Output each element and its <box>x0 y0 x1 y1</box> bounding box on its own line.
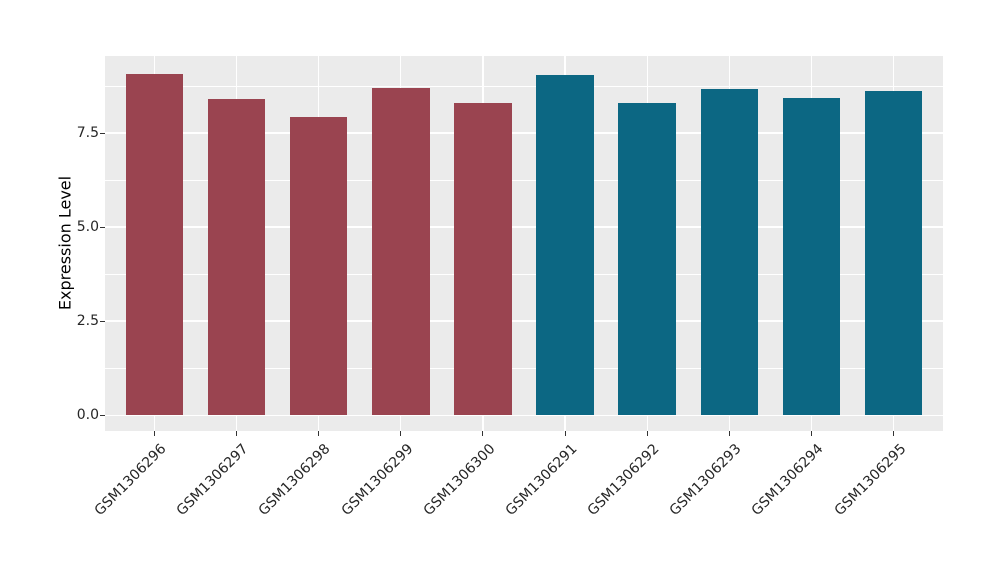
y-minor-gridline <box>105 85 943 87</box>
x-tick-label-GSM1306294: GSM1306294 <box>748 441 827 519</box>
x-tick-mark <box>728 431 730 436</box>
x-tick-mark <box>564 431 566 436</box>
y-major-gridline <box>105 414 943 416</box>
y-major-gridline <box>105 132 943 134</box>
y-tick-label: 7.5 <box>76 125 99 142</box>
x-tick-label-GSM1306292: GSM1306292 <box>584 441 663 519</box>
x-tick-mark <box>318 431 320 436</box>
bar-GSM1306291 <box>536 75 594 416</box>
y-tick-label: 5.0 <box>76 219 99 236</box>
bar-GSM1306294 <box>782 98 841 416</box>
x-tick-mark <box>482 431 484 436</box>
x-tick-mark <box>400 431 402 436</box>
y-minor-gridline <box>105 367 943 369</box>
x-tick-mark <box>646 431 648 436</box>
bar-GSM1306299 <box>372 87 430 416</box>
x-tick-label-GSM1306291: GSM1306291 <box>502 441 581 519</box>
x-tick-label-GSM1306300: GSM1306300 <box>420 441 499 519</box>
x-tick-mark <box>235 431 237 436</box>
bar-GSM1306292 <box>618 103 676 416</box>
x-tick-label-GSM1306298: GSM1306298 <box>256 441 334 519</box>
y-tick-mark <box>100 132 105 134</box>
x-tick-mark <box>153 431 155 436</box>
bar-GSM1306298 <box>289 117 348 416</box>
x-tick-label-GSM1306293: GSM1306293 <box>666 441 745 519</box>
y-major-gridline <box>105 226 943 228</box>
y-tick-label: 0.0 <box>76 407 99 424</box>
bar-GSM1306300 <box>454 103 512 416</box>
x-tick-label-GSM1306295: GSM1306295 <box>831 441 910 519</box>
bar-GSM1306293 <box>700 88 759 416</box>
y-tick-label: 2.5 <box>76 313 99 330</box>
x-tick-mark <box>811 431 813 436</box>
y-axis-title: Expression Level <box>55 175 75 311</box>
bar-GSM1306297 <box>207 99 266 416</box>
y-major-gridline <box>105 320 943 322</box>
y-minor-gridline <box>105 273 943 275</box>
y-tick-mark <box>100 414 105 416</box>
bar-GSM1306295 <box>864 91 923 416</box>
x-tick-label-GSM1306299: GSM1306299 <box>338 441 417 519</box>
x-tick-label-GSM1306297: GSM1306297 <box>173 441 252 519</box>
x-tick-label-GSM1306296: GSM1306296 <box>91 441 170 519</box>
y-tick-mark <box>100 320 105 322</box>
y-tick-mark <box>100 226 105 228</box>
bar-GSM1306296 <box>125 73 184 416</box>
y-minor-gridline <box>105 179 943 181</box>
x-tick-mark <box>893 431 895 436</box>
